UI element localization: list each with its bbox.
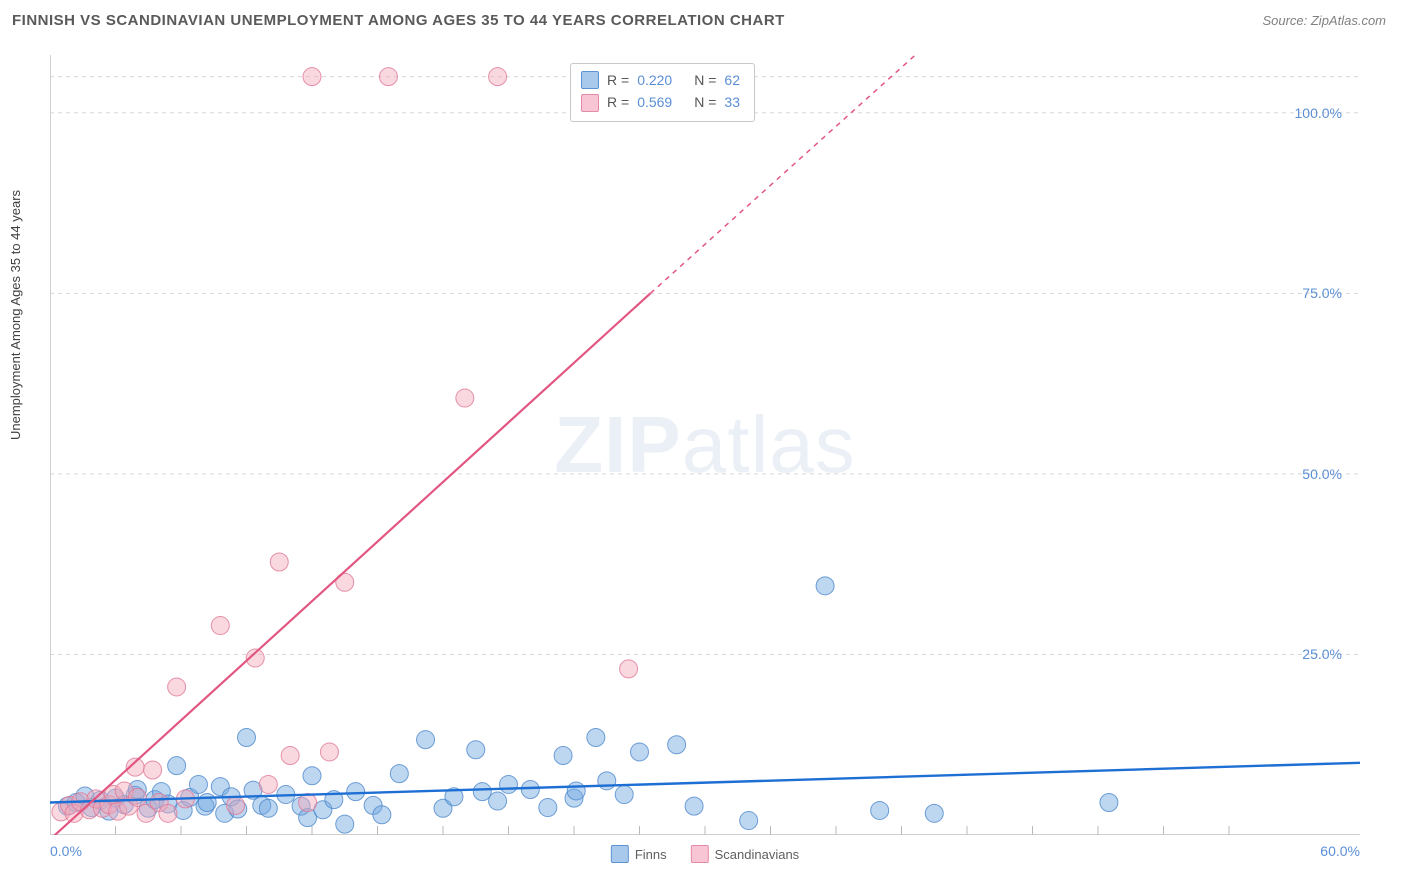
stat-swatch [581, 71, 599, 89]
source-label: Source: ZipAtlas.com [1262, 13, 1386, 28]
legend: Finns Scandinavians [611, 845, 799, 863]
y-tick-label: 50.0% [1302, 466, 1360, 482]
x-tick-label: 60.0% [1320, 843, 1360, 859]
y-tick-label: 25.0% [1302, 646, 1360, 662]
y-axis-label: Unemployment Among Ages 35 to 44 years [8, 190, 23, 440]
stat-n-label: N = [694, 69, 716, 91]
stat-row: R = 0.569 N = 33 [581, 91, 740, 113]
chart-title: FINNISH VS SCANDINAVIAN UNEMPLOYMENT AMO… [12, 12, 785, 29]
stat-n-label: N = [694, 91, 716, 113]
legend-item: Scandinavians [691, 845, 800, 863]
legend-swatch [691, 845, 709, 863]
stat-n-value: 62 [724, 69, 740, 91]
stat-r-value: 0.220 [637, 69, 672, 91]
legend-label: Scandinavians [715, 847, 800, 862]
scatter-plot [50, 55, 1360, 835]
stat-swatch [581, 94, 599, 112]
stat-row: R = 0.220 N = 62 [581, 69, 740, 91]
y-tick-label: 75.0% [1302, 285, 1360, 301]
legend-item: Finns [611, 845, 667, 863]
y-tick-label: 100.0% [1295, 105, 1360, 121]
chart-area: ZIPatlas R = 0.220N = 62R = 0.569N = 33 … [50, 55, 1360, 835]
x-tick-label: 0.0% [50, 843, 82, 859]
stat-r-label: R = [607, 91, 629, 113]
legend-swatch [611, 845, 629, 863]
correlation-stats-box: R = 0.220 N = 62 R = 0.569 N = 33 [570, 63, 755, 122]
legend-label: Finns [635, 847, 667, 862]
stat-n-value: 33 [724, 91, 740, 113]
stat-r-value: 0.569 [637, 91, 672, 113]
stat-r-label: R = [607, 69, 629, 91]
